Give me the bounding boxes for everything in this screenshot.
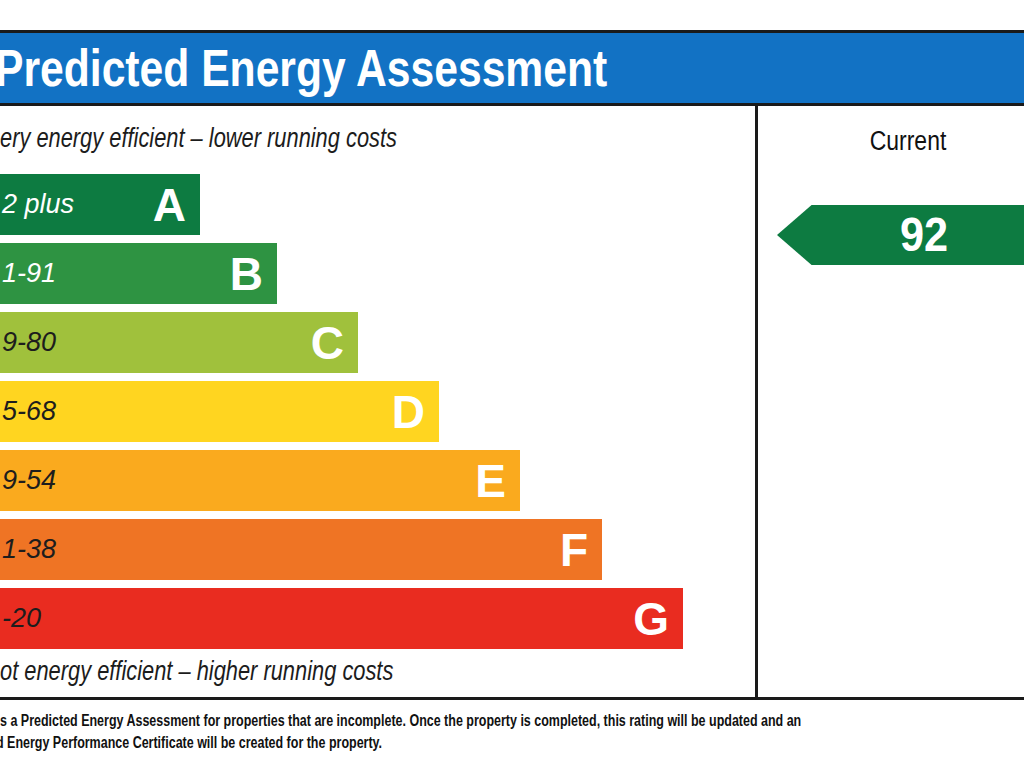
header-bar: Predicted Energy Assessment xyxy=(0,33,1024,103)
band-row-C: 9-80 C xyxy=(0,312,358,373)
current-rating-value: 92 xyxy=(853,211,948,259)
band-row-D: 5-68 D xyxy=(0,381,439,442)
current-column-divider xyxy=(755,106,758,697)
band-row-G: -20 G xyxy=(0,588,683,649)
band-letter-G: G xyxy=(633,596,683,642)
band-range-label-A: 2 plus xyxy=(0,191,74,218)
band-range-label-E: 9-54 xyxy=(0,467,56,494)
band-range-label-D: 5-68 xyxy=(0,398,56,425)
band-letter-A: A xyxy=(153,182,200,228)
band-range-label-C: 9-80 xyxy=(0,329,56,356)
band-range-label-F: 1-38 xyxy=(0,536,56,563)
current-label: Current xyxy=(870,126,947,157)
band-letter-D: D xyxy=(392,389,439,435)
predicted-energy-assessment-page: Predicted Energy Assessment ery energy e… xyxy=(0,0,1024,768)
caption-inefficient: ot energy efficient – higher running cos… xyxy=(0,655,393,687)
header-bottom-border xyxy=(0,103,1024,106)
band-row-A: 2 plus A xyxy=(0,174,200,235)
page-title: Predicted Energy Assessment xyxy=(0,38,607,98)
band-row-E: 9-54 E xyxy=(0,450,520,511)
band-row-F: 1-38 F xyxy=(0,519,602,580)
chart-bottom-border xyxy=(0,697,1024,700)
band-range-label-B: 1-91 xyxy=(0,260,56,287)
band-range-label-G: -20 xyxy=(0,605,41,632)
top-margin-strip xyxy=(0,0,1024,30)
footer-line-2: d Energy Performance Certificate will be… xyxy=(0,732,798,754)
footer-note: s a Predicted Energy Assessment for prop… xyxy=(0,710,1024,754)
band-letter-F: F xyxy=(560,527,602,573)
caption-efficient: ery energy efficient – lower running cos… xyxy=(0,122,397,154)
footer-line-1: s a Predicted Energy Assessment for prop… xyxy=(0,710,799,732)
band-letter-E: E xyxy=(475,458,520,504)
band-row-B: 1-91 B xyxy=(0,243,277,304)
current-rating-arrow: 92 xyxy=(777,205,1024,265)
band-letter-B: B xyxy=(230,251,277,297)
band-letter-C: C xyxy=(311,320,358,366)
current-column-header: Current xyxy=(758,126,1024,157)
